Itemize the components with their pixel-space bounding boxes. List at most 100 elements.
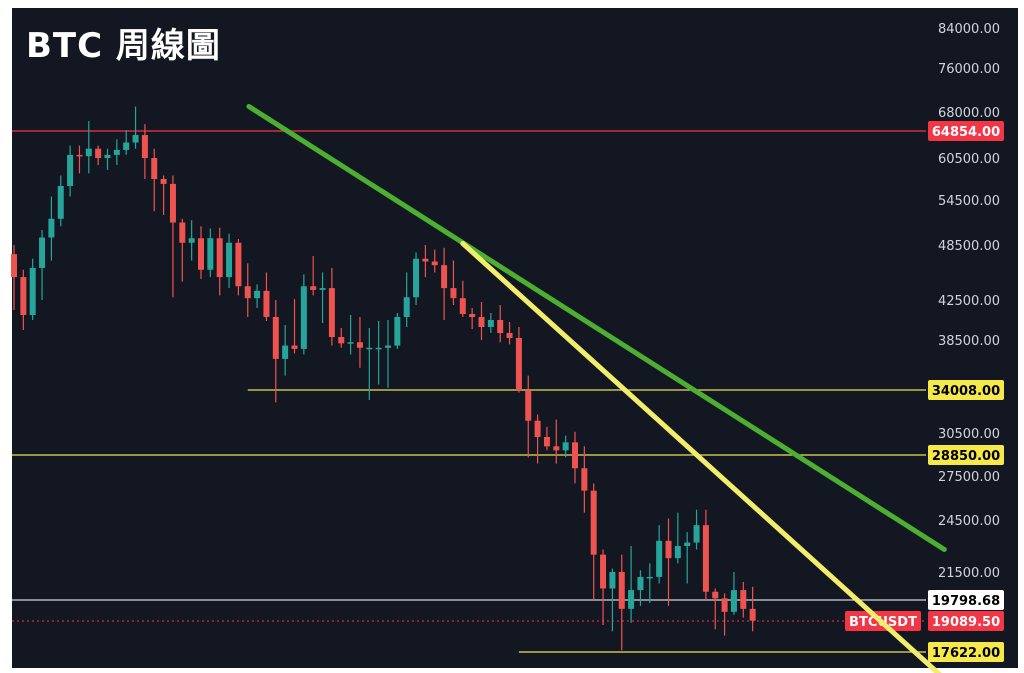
candle-up[interactable]	[375, 347, 382, 350]
price-tag-label: 28850.00	[932, 449, 1000, 464]
candle-down[interactable]	[665, 540, 672, 559]
current-price-tag-bg	[928, 611, 1004, 631]
candle-down[interactable]	[702, 525, 709, 592]
candle-up[interactable]	[347, 342, 354, 344]
candle-down[interactable]	[590, 490, 597, 555]
candle-down[interactable]	[198, 238, 204, 270]
candle-up[interactable]	[413, 258, 420, 298]
candle-down[interactable]	[216, 238, 223, 278]
candle-down[interactable]	[497, 320, 504, 333]
candle-up[interactable]	[656, 540, 663, 577]
candle-up[interactable]	[693, 525, 700, 543]
candle-up[interactable]	[684, 542, 691, 546]
candle-down[interactable]	[76, 154, 83, 157]
candle-down[interactable]	[160, 179, 167, 184]
candle-up[interactable]	[366, 347, 373, 350]
candle-down[interactable]	[95, 148, 102, 158]
candle-up[interactable]	[67, 154, 74, 186]
candle-up[interactable]	[254, 290, 261, 299]
candle-down[interactable]	[291, 345, 298, 349]
candle-up[interactable]	[113, 149, 120, 155]
price-axis-tick: 84000.00	[938, 22, 1000, 37]
candle-down[interactable]	[179, 222, 186, 243]
candle-up[interactable]	[385, 345, 391, 348]
candle-down[interactable]	[553, 446, 560, 451]
trendline-green[interactable]	[246, 104, 947, 552]
candle-up[interactable]	[609, 572, 616, 589]
candle-up[interactable]	[39, 237, 46, 268]
candle-up[interactable]	[674, 546, 681, 559]
current-price-tag-label: 19089.50	[932, 615, 1000, 630]
candle-down[interactable]	[338, 337, 345, 344]
candle-up[interactable]	[562, 442, 569, 451]
candle-down[interactable]	[740, 590, 747, 609]
price-axis-tick: 68000.00	[938, 106, 1000, 121]
candle-down[interactable]	[525, 390, 532, 421]
candle-up[interactable]	[104, 154, 111, 158]
price-axis-tick: 76000.00	[938, 62, 1000, 77]
candle-up[interactable]	[637, 576, 644, 591]
candle-up[interactable]	[403, 297, 410, 317]
candle-up[interactable]	[282, 345, 289, 359]
candle-up[interactable]	[319, 288, 326, 290]
candle-down[interactable]	[169, 183, 176, 223]
candle-down[interactable]	[721, 598, 728, 612]
candle-up[interactable]	[730, 590, 737, 612]
price-axis-tick: 24500.00	[938, 514, 1000, 529]
candle-up[interactable]	[628, 590, 635, 609]
candle-down[interactable]	[356, 342, 363, 348]
candle-down[interactable]	[422, 258, 429, 262]
price-axis-tick: 42500.00	[938, 294, 1000, 309]
candle-down[interactable]	[478, 317, 485, 327]
candle-down[interactable]	[749, 608, 756, 621]
price-tag-bg	[928, 590, 1004, 610]
candle-down[interactable]	[572, 442, 578, 469]
chart-title: BTC 周線圖	[26, 26, 221, 66]
candle-down[interactable]	[450, 288, 457, 299]
candle-up[interactable]	[48, 218, 55, 238]
candle-down[interactable]	[328, 288, 335, 337]
price-tag-bg	[928, 380, 1004, 400]
candle-up[interactable]	[132, 135, 139, 143]
candle-down[interactable]	[11, 254, 17, 278]
candle-up[interactable]	[646, 576, 653, 579]
candle-down[interactable]	[459, 298, 466, 314]
candle-down[interactable]	[441, 265, 448, 289]
candle-up[interactable]	[394, 317, 401, 346]
candle-up[interactable]	[188, 238, 195, 243]
candle-down[interactable]	[235, 242, 242, 287]
price-tag-label: 17622.00	[932, 646, 1000, 661]
candle-down[interactable]	[600, 554, 607, 589]
candle-up[interactable]	[487, 320, 494, 327]
candle-down[interactable]	[272, 317, 279, 359]
candle-down[interactable]	[263, 290, 270, 317]
price-tag-label: 34008.00	[932, 384, 1000, 399]
price-axis-tick: 27500.00	[938, 470, 1000, 485]
candle-up[interactable]	[300, 286, 307, 349]
trendline-yellow[interactable]	[460, 241, 945, 673]
price-tag-bg	[928, 121, 1004, 141]
candle-down[interactable]	[543, 437, 550, 447]
candle-down[interactable]	[244, 286, 251, 299]
candle-up[interactable]	[85, 148, 92, 157]
candle-up[interactable]	[57, 186, 64, 219]
candle-down[interactable]	[506, 333, 513, 338]
candle-down[interactable]	[618, 572, 625, 609]
candle-down[interactable]	[310, 286, 317, 290]
candle-up[interactable]	[29, 267, 36, 315]
candle-up[interactable]	[226, 242, 233, 278]
candle-down[interactable]	[515, 338, 522, 391]
candle-down[interactable]	[581, 468, 588, 491]
candle-down[interactable]	[469, 314, 476, 317]
candle-down[interactable]	[151, 158, 158, 179]
candle-down[interactable]	[20, 277, 27, 315]
candle-up[interactable]	[123, 142, 130, 150]
price-tag-bg	[928, 642, 1004, 662]
candle-down[interactable]	[534, 420, 541, 437]
candle-up[interactable]	[207, 238, 214, 270]
candle-down[interactable]	[141, 135, 148, 158]
candle-down[interactable]	[712, 591, 719, 599]
candle-down[interactable]	[431, 261, 438, 266]
